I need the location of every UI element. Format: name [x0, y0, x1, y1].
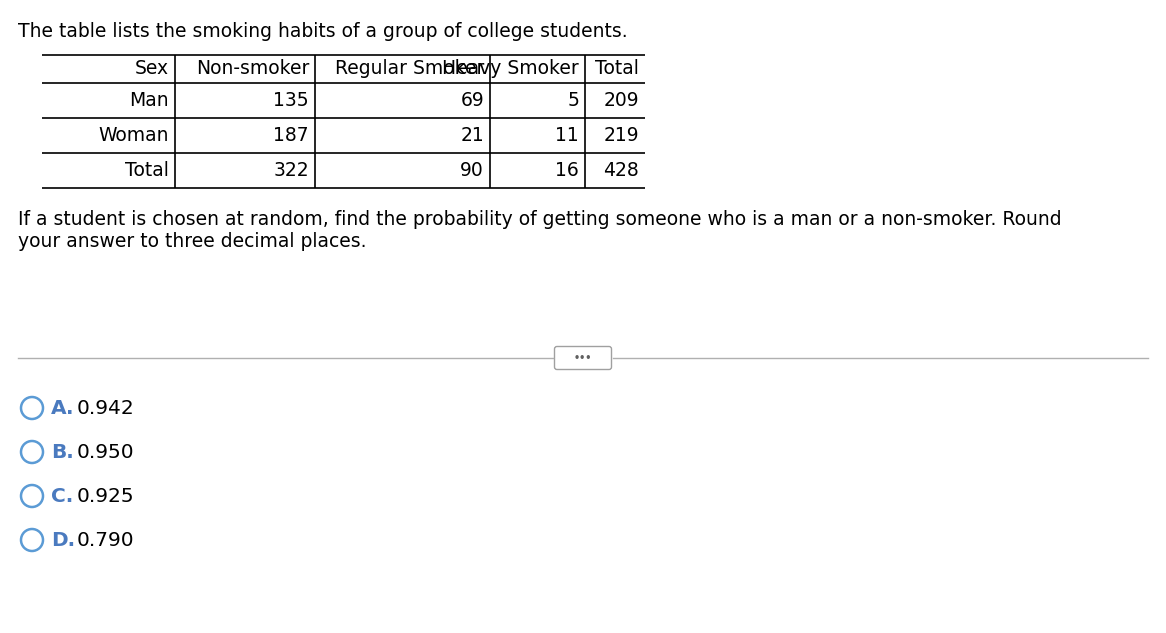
Text: Heavy Smoker: Heavy Smoker [442, 60, 580, 78]
Text: Woman: Woman [98, 126, 169, 145]
Text: Non-smoker: Non-smoker [196, 60, 309, 78]
Text: 428: 428 [603, 161, 639, 180]
Text: 21: 21 [461, 126, 484, 145]
Text: 11: 11 [555, 126, 580, 145]
Text: Regular Smoker: Regular Smoker [335, 60, 484, 78]
Text: 0.942: 0.942 [77, 399, 135, 418]
Text: A.: A. [51, 399, 75, 418]
Text: your answer to three decimal places.: your answer to three decimal places. [17, 232, 366, 251]
Text: 69: 69 [461, 91, 484, 110]
Text: 5: 5 [567, 91, 580, 110]
Text: 219: 219 [603, 126, 639, 145]
Text: The table lists the smoking habits of a group of college students.: The table lists the smoking habits of a … [17, 22, 627, 41]
Text: •••: ••• [574, 353, 592, 363]
Text: 0.925: 0.925 [77, 487, 134, 506]
Text: Man: Man [129, 91, 169, 110]
Text: Sex: Sex [135, 60, 169, 78]
Text: 135: 135 [273, 91, 309, 110]
Text: D.: D. [51, 530, 75, 549]
Text: C.: C. [51, 487, 73, 506]
Text: 16: 16 [555, 161, 580, 180]
FancyBboxPatch shape [555, 346, 611, 370]
Text: 322: 322 [273, 161, 309, 180]
Text: Total: Total [595, 60, 639, 78]
Text: 0.790: 0.790 [77, 530, 134, 549]
Text: 90: 90 [461, 161, 484, 180]
Text: 209: 209 [603, 91, 639, 110]
Text: B.: B. [51, 442, 73, 461]
Text: Total: Total [125, 161, 169, 180]
Text: If a student is chosen at random, find the probability of getting someone who is: If a student is chosen at random, find t… [17, 210, 1061, 229]
Text: 187: 187 [273, 126, 309, 145]
Text: 0.950: 0.950 [77, 442, 134, 461]
